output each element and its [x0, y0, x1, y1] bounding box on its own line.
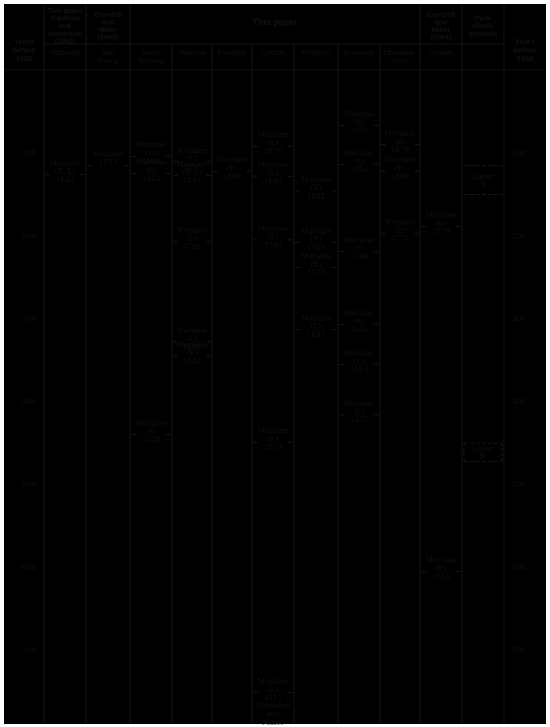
- glacier-header-cowlitz: Cowlitz: [429, 48, 453, 57]
- moraine-label: Moraine (E) 1363: [426, 556, 457, 581]
- moraine-label: Moraine (L) 1761: [177, 226, 208, 251]
- moraine-label: Moraine (L) 1519: [258, 426, 289, 451]
- moraine-label: Moraine (E, L) 1842: [50, 158, 81, 183]
- glacier-header-tahoma: Tahoma: [179, 48, 207, 57]
- glacier-header-puyallup: Puyallup: [218, 48, 247, 57]
- moraine-label: Moraine (E) 1779: [426, 211, 457, 236]
- glacier-header-carbon: Carbon: [261, 48, 286, 57]
- moraine-label: Moraine 1853: [93, 149, 124, 166]
- moraine-label: Moraine (L) 1857: [177, 146, 208, 171]
- tick-label-right: 100: [512, 148, 527, 157]
- moraine-label: Moraine (E) 1822: [301, 175, 332, 200]
- pyroclastic-layers: Layer X Layer W: [463, 164, 503, 462]
- tick-label-right: 700: [512, 646, 527, 655]
- glacier-header-nisqually: Nisqually: [50, 48, 81, 57]
- tick-label-left: 100: [22, 148, 37, 157]
- moraine-label: Moraine (E) 1854: [344, 148, 375, 173]
- moraine-label: Moraine (E) 1661: [344, 308, 375, 333]
- moraine-label: Moraine (E) 1763: [258, 224, 289, 249]
- moraine-labels: Moraine (E, L) 1842 Moraine 1853 Moraine (L) 18…: [45, 110, 461, 727]
- moraine-label: Moraine (L) 1840: [258, 160, 289, 185]
- source-header-pyro: Pyro-clastic deposits: [469, 16, 498, 38]
- moraine-label: Moraine (L) 1876: [258, 130, 289, 155]
- moraine-label: Moraine(L)1217(CrandellandMiller1964): [256, 677, 291, 727]
- table-grid: [4, 4, 546, 724]
- source-header-crandell2: Crandell and Miller (1964): [427, 12, 455, 42]
- moraine-label: Moraine (E) 1730: [301, 251, 332, 276]
- tick-label-right: 200: [512, 231, 527, 240]
- source-header-thispaper: This paper: [252, 17, 298, 27]
- moraine-label: Moraine (E, L) 1841: [177, 159, 208, 184]
- source-header-crandell1: Crandell and Miller (1964): [94, 12, 122, 42]
- moraine-label: Moraine (E) 1901: [344, 110, 375, 135]
- moraine-label: Moraine (E) 1846: [217, 155, 248, 180]
- moraine-label: Moraine (L) 1864: [136, 140, 167, 165]
- layer-label: Layer W: [473, 444, 494, 461]
- glacier-header-vantrump: Van Trump: [97, 48, 118, 66]
- tick-label-right: 500: [512, 480, 527, 489]
- tick-label-right: 400: [512, 397, 527, 406]
- moraine-label: Moraine (L) 1655: [301, 313, 332, 338]
- glacier-header-ohanapecosh: Ohanape-cosh: [383, 48, 417, 66]
- glacier-header-winthrop: Winthrop: [301, 48, 331, 57]
- tick-label-left: 600: [22, 563, 37, 572]
- moraine-label: Moraine (E) 1760: [301, 226, 332, 251]
- tick-label-left: 300: [22, 314, 37, 323]
- tick-label-left: 200: [22, 231, 37, 240]
- moraine-label: Moraine (E) 1771: [385, 217, 416, 242]
- layer-label: Layer X: [473, 172, 494, 189]
- tick-label-left: 700: [22, 646, 37, 655]
- tick-label-right: 600: [512, 563, 527, 572]
- axis-title-left: Years before 1968: [13, 37, 36, 63]
- tick-label-right: 300: [512, 314, 527, 323]
- moraine-label: Moraine (E) 1528: [136, 419, 167, 444]
- glacier-header-emmons: Emmons: [344, 48, 374, 57]
- moraine-label: Moraine (E) 1623: [177, 340, 208, 365]
- moraine-label: Moraine (E) 1878: [385, 129, 416, 154]
- moraine-label: Moraine (L) 1613: [344, 348, 375, 373]
- moraine-label: Moraine (L) 1552: [344, 399, 375, 424]
- glacier-header-southtahoma: South Tahoma: [138, 48, 166, 66]
- moraine-label: Moraine (E) 1846: [385, 155, 416, 180]
- axis-title-right: Years before 1968: [514, 37, 537, 63]
- moraine-label: Moraine (E) 1843: [136, 158, 167, 183]
- source-header-sigafoos: This paper Sigafoos and Hendricks (1961): [47, 8, 83, 45]
- moraine-label: Moraine (E) 1749: [344, 236, 375, 261]
- tick-label-left: 500: [22, 480, 37, 489]
- column-headers: This paper Sigafoos and Hendricks (1961) Cran…: [47, 8, 497, 66]
- moraine-label: Moraine (L) 1640: [177, 326, 208, 351]
- tick-label-left: 400: [22, 397, 37, 406]
- year-axes: Years before 1968 Years before 1968 100 100 200 2…: [13, 37, 537, 655]
- table-frame: [4, 4, 546, 724]
